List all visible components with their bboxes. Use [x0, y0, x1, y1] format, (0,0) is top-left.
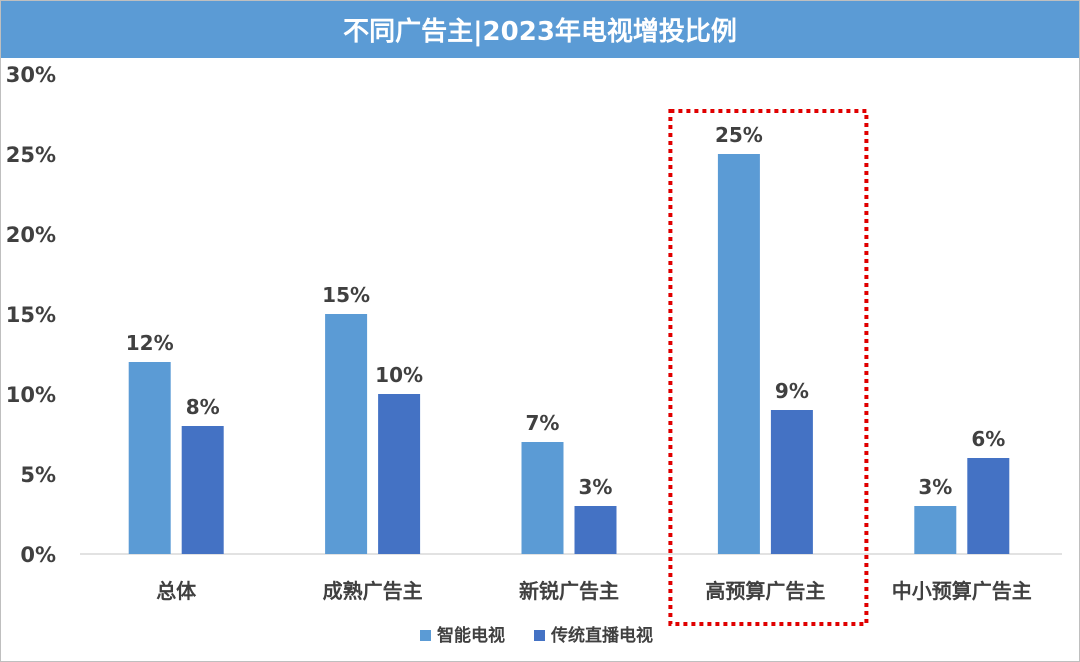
data-label: 12% [126, 331, 174, 355]
legend: 智能电视 传统直播电视 [420, 625, 653, 646]
category-label: 高预算广告主 [705, 579, 825, 603]
bar [325, 314, 368, 554]
bar [128, 362, 171, 554]
bar [717, 154, 760, 554]
data-label: 6% [971, 427, 1005, 451]
y-axis: 0% 5% 10% 15% 20% 25% 30% [6, 63, 56, 567]
y-tick-label: 25% [6, 143, 56, 167]
data-label: 9% [775, 379, 809, 403]
data-label: 10% [375, 363, 423, 387]
data-label: 25% [715, 123, 763, 147]
category-label: 总体 [156, 579, 197, 603]
category-label: 成熟广告主 [323, 579, 423, 603]
bar [521, 442, 564, 554]
bar [967, 458, 1010, 554]
data-label: 8% [186, 395, 220, 419]
bar [378, 394, 421, 554]
data-label: 3% [918, 475, 952, 499]
legend-swatch [420, 630, 431, 641]
category-label: 新锐广告主 [519, 579, 619, 603]
highlight-box [668, 109, 869, 626]
legend-swatch [534, 630, 545, 641]
y-tick-label: 30% [6, 63, 56, 87]
bar [770, 410, 813, 554]
bar [914, 506, 957, 554]
y-tick-label: 15% [6, 303, 56, 327]
y-tick-label: 20% [6, 223, 56, 247]
chart-title: 不同广告主|2023年电视增投比例 [0, 0, 1080, 58]
y-tick-label: 0% [20, 543, 56, 567]
data-label: 15% [322, 283, 370, 307]
bar [181, 426, 224, 554]
y-tick-label: 5% [20, 463, 56, 487]
y-tick-label: 10% [6, 383, 56, 407]
legend-label: 传统直播电视 [550, 625, 653, 646]
data-label: 7% [526, 411, 560, 435]
data-label: 3% [579, 475, 613, 499]
bar [574, 506, 617, 554]
legend-label: 智能电视 [437, 625, 505, 646]
bars: 12% 8% 15% 10% 7% 3% 25% 9% 3% 6% [126, 123, 1010, 554]
x-axis: 总体 成熟广告主 新锐广告主 高预算广告主 中小预算广告主 [156, 579, 1032, 603]
category-label: 中小预算广告主 [892, 579, 1032, 603]
